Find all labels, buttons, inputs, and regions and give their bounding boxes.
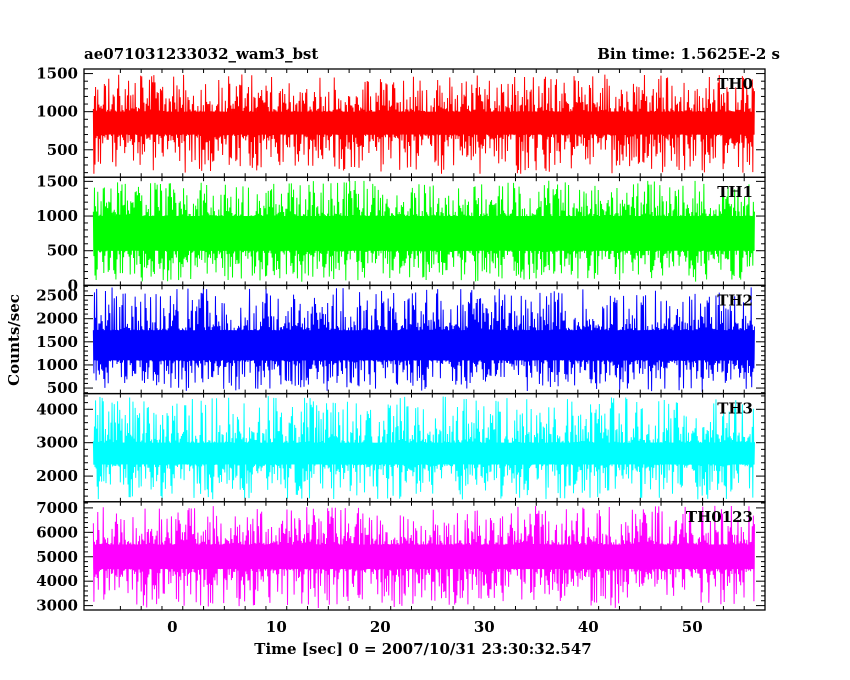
- y-tick-label: 1500: [36, 333, 78, 351]
- panel-label-th0: TH0: [717, 75, 753, 93]
- panel-th1: 0 500 1000 1500 TH1: [36, 172, 766, 294]
- y-tick-label: 3000: [36, 597, 78, 615]
- y-tick-label: 1000: [36, 103, 78, 121]
- y-tick-label: 2000: [36, 467, 78, 485]
- y-tick-label: 1500: [36, 65, 78, 83]
- x-tick-label: 50: [682, 618, 703, 636]
- y-tick-label: 4000: [36, 572, 78, 590]
- bin-time-label: Bin time: 1.5625E-2 s: [597, 45, 780, 63]
- y-tick-label: 2000: [36, 310, 78, 328]
- panel-th3: 2000 3000 4000 TH3: [36, 392, 766, 503]
- panel-frame: [83, 501, 766, 611]
- y-axis-label: Counts/sec: [5, 294, 23, 386]
- panel-label-th3: TH3: [717, 400, 753, 418]
- panel-th0123: 3000 4000 5000 6000 7000 TH0123: [36, 499, 766, 615]
- y-tick-label: 3000: [36, 434, 78, 452]
- y-tick-label: 1500: [36, 172, 78, 190]
- y-tick-label: 1000: [36, 356, 78, 374]
- series-band-th0: [93, 111, 755, 135]
- x-axis-label: Time [sec] 0 = 2007/10/31 23:30:32.547: [254, 640, 591, 658]
- x-tick-label: 0: [167, 618, 177, 636]
- x-tick-label: 20: [370, 618, 391, 636]
- series-band-th1: [93, 216, 755, 251]
- chart-title: ae071031233032_wam3_bst: [84, 45, 318, 63]
- y-tick-label: 6000: [36, 523, 78, 541]
- y-tick-label: 500: [47, 141, 78, 159]
- y-tick-label: 0: [68, 276, 78, 294]
- series-band-th3: [93, 442, 755, 465]
- panel-th2: 500 1000 1500 2000 2500 TH2: [36, 284, 766, 397]
- y-tick-label: 500: [47, 379, 78, 397]
- panel-label-th0123: TH0123: [686, 508, 753, 526]
- x-tick-label: 30: [474, 618, 495, 636]
- panels-group: 50010001500TH0050010001500TH150010001500…: [36, 65, 766, 636]
- y-tick-label: 7000: [36, 499, 78, 517]
- panel-label-th1: TH1: [717, 183, 753, 201]
- y-tick-label: 5000: [36, 548, 78, 566]
- panel-th0: 500 1000 1500 TH0: [36, 65, 766, 178]
- series-band-th0123: [93, 544, 755, 569]
- y-tick-label: 2500: [36, 287, 78, 305]
- panel-label-th2: TH2: [717, 291, 753, 309]
- y-tick-label: 4000: [36, 400, 78, 418]
- y-tick-label: 1000: [36, 207, 78, 225]
- y-tick-label: 500: [47, 242, 78, 260]
- series-band-th2: [93, 330, 755, 361]
- x-tick-label: 10: [266, 618, 287, 636]
- x-tick-label: 40: [578, 618, 599, 636]
